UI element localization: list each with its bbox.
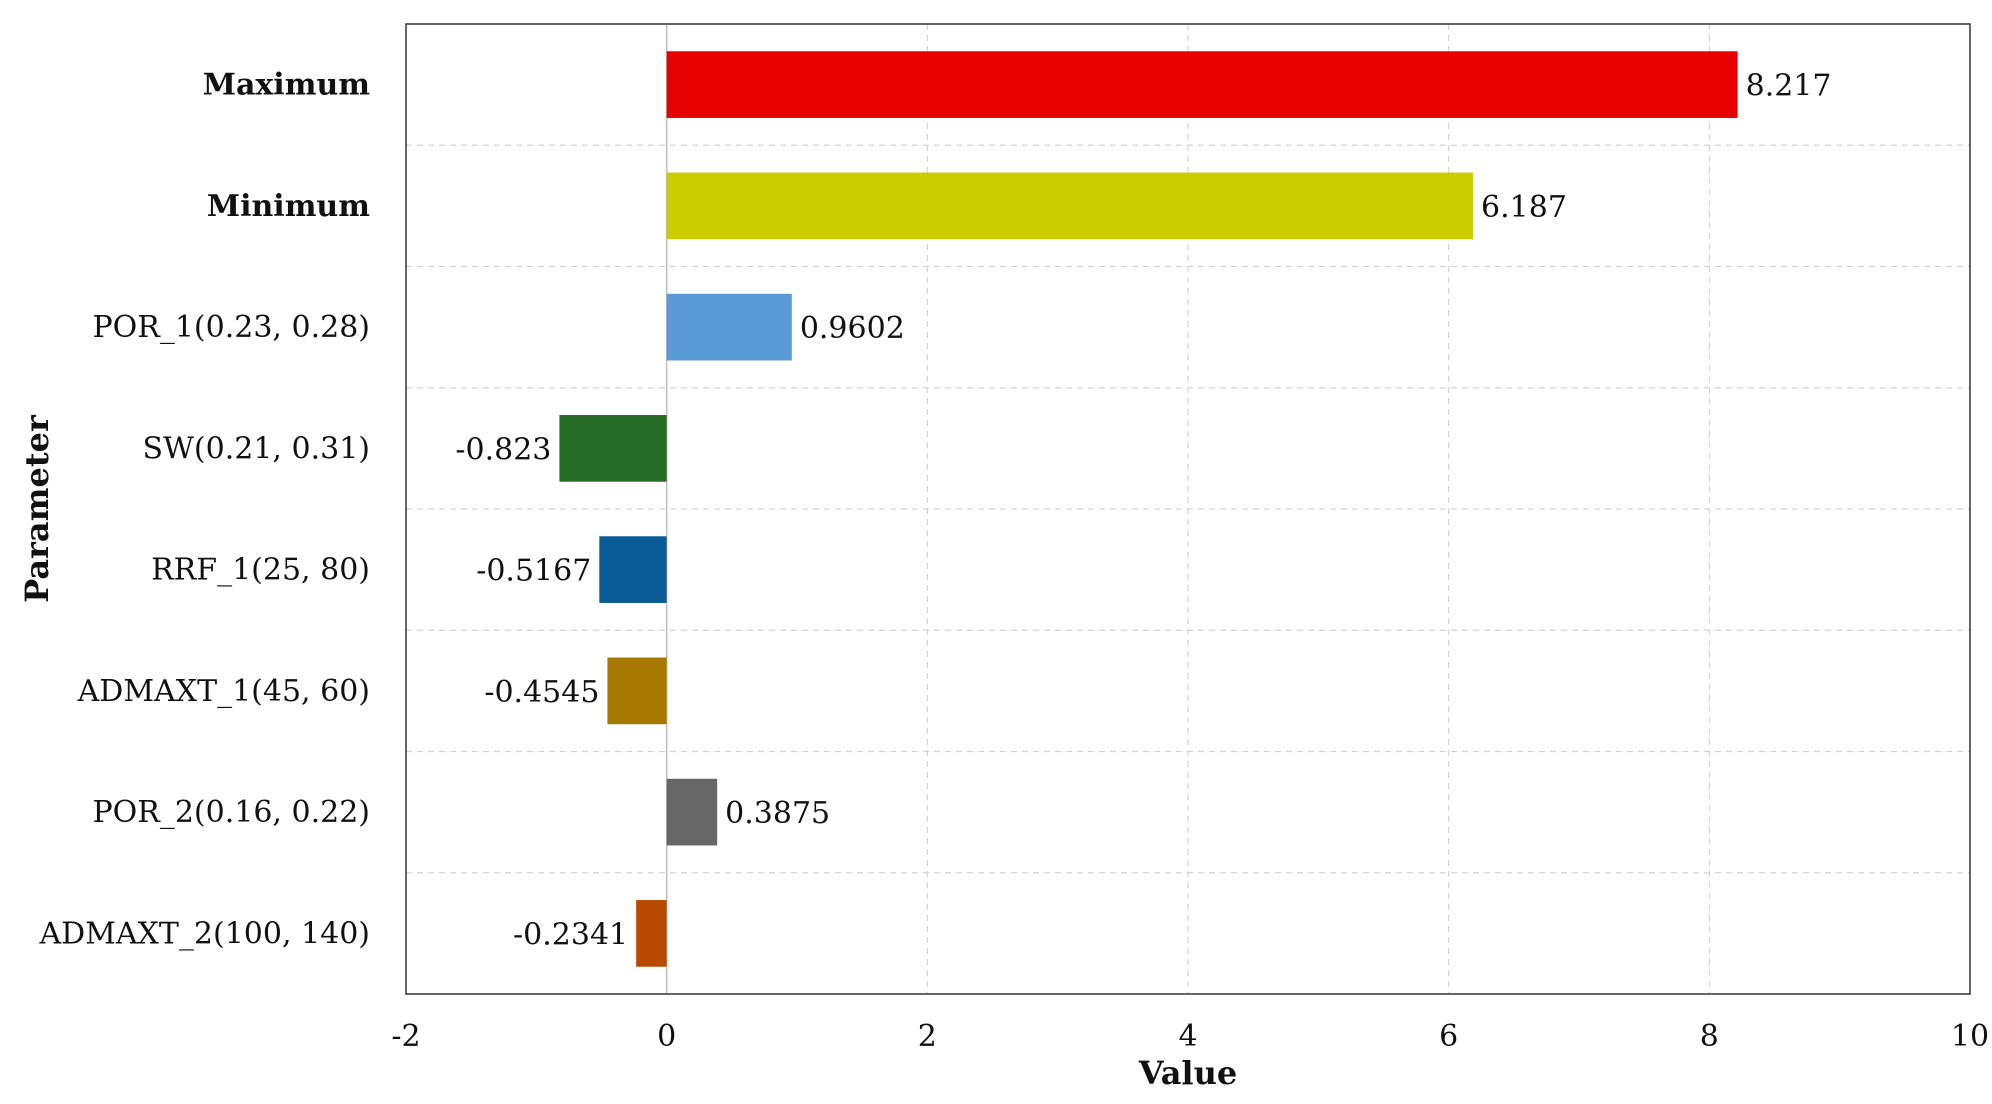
data-labels: 8.217 6.187 0.9602 -0.823 -0.5167 -0.4545 0.38… bbox=[455, 69, 1831, 953]
data-label-7: -0.2341 bbox=[513, 917, 628, 952]
y-axis-title: Parameter bbox=[18, 414, 56, 603]
x-tick-label-5: 8 bbox=[1700, 1019, 1719, 1054]
category-label-5: ADMAXT_1(45, 60) bbox=[77, 674, 370, 709]
category-label-7: ADMAXT_2(100, 140) bbox=[38, 916, 370, 951]
category-labels: Maximum Minimum POR_1(0.23, 0.28) SW(0.21, … bbox=[38, 68, 370, 952]
category-label-2: POR_1(0.23, 0.28) bbox=[92, 310, 370, 345]
plot-frame bbox=[405, 23, 1971, 995]
x-tick-label-1: 0 bbox=[657, 1019, 676, 1054]
x-tick-labels: -2 0 2 4 6 8 10 bbox=[391, 1019, 1989, 1054]
category-label-6: POR_2(0.16, 0.22) bbox=[92, 795, 370, 830]
data-label-0: 8.217 bbox=[1746, 69, 1832, 104]
bar-0 bbox=[666, 51, 1738, 118]
gridlines bbox=[406, 24, 1970, 994]
x-tick-label-6: 10 bbox=[1951, 1019, 1989, 1054]
bar-5 bbox=[607, 657, 667, 725]
category-label-1: Minimum bbox=[207, 189, 370, 224]
data-label-2: 0.9602 bbox=[800, 311, 905, 346]
data-label-4: -0.5167 bbox=[476, 554, 591, 589]
bars bbox=[559, 51, 1738, 967]
bar-2 bbox=[666, 293, 792, 361]
category-label-4: RRF_1(25, 80) bbox=[151, 553, 370, 588]
bar-7 bbox=[636, 900, 667, 967]
category-label-3: SW(0.21, 0.31) bbox=[143, 431, 370, 466]
x-tick-label-4: 6 bbox=[1439, 1019, 1458, 1054]
x-tick-label-2: 2 bbox=[918, 1019, 937, 1054]
bar-1 bbox=[666, 172, 1474, 240]
bar-6 bbox=[666, 778, 718, 846]
bar-3 bbox=[559, 415, 667, 482]
data-label-1: 6.187 bbox=[1481, 190, 1567, 225]
data-label-6: 0.3875 bbox=[725, 796, 830, 831]
x-tick-label-0: -2 bbox=[391, 1019, 420, 1054]
x-axis-title: Value bbox=[1138, 1054, 1237, 1092]
data-label-3: -0.823 bbox=[455, 432, 551, 467]
category-label-0: Maximum bbox=[203, 68, 370, 103]
data-label-5: -0.4545 bbox=[484, 675, 599, 710]
x-tick-label-3: 4 bbox=[1178, 1019, 1197, 1054]
bar-4 bbox=[599, 536, 667, 603]
